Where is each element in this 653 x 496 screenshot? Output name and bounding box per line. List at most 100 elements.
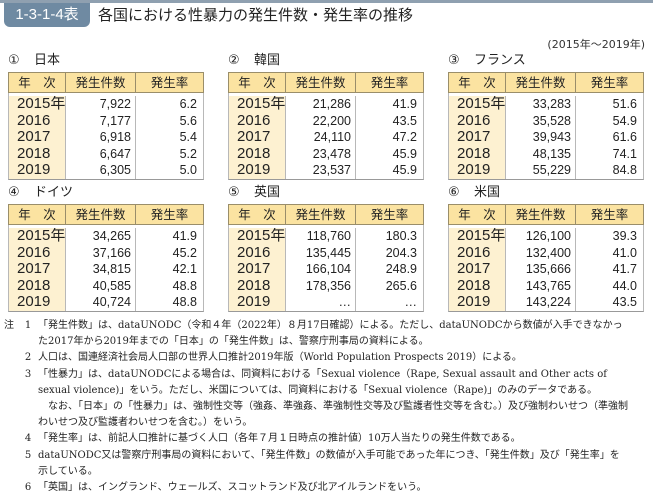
rate-cell: 74.1 — [575, 145, 643, 162]
note-text: た2017年から2019年までの「日本」の「発生件数」は、警察庁刑事局の資料によ… — [38, 336, 429, 348]
count-cell: 23,478 — [285, 145, 355, 162]
table-row: 2018 6,647 5.2 — [9, 145, 203, 162]
rate-cell: 43.5 — [575, 294, 643, 311]
country-heading: ⑥ 米国 — [448, 184, 500, 202]
count-cell: 7,922 — [65, 96, 135, 113]
table-row: 2015年 118,760 180.3 — [229, 228, 423, 245]
rate-cell: 5.2 — [135, 145, 203, 162]
top-rule — [0, 0, 653, 3]
rate-cell: 5.4 — [135, 129, 203, 146]
table-row: 2016 35,528 54.9 — [449, 112, 643, 129]
table-row: 2017 135,666 41.7 — [449, 261, 643, 278]
rate-cell: … — [355, 294, 423, 311]
rate-cell: 41.0 — [575, 244, 643, 261]
table-row: 2016 135,445 204.3 — [229, 244, 423, 261]
count-cell: 40,585 — [65, 277, 135, 294]
note-text: sexual violence)」をいう。ただし、米国については、同資料における… — [38, 384, 598, 396]
note-text: 「発生件数」は、dataUNODC（令和４年（2022年）８月17日確認）による… — [38, 320, 623, 331]
count-cell: 126,100 — [505, 228, 575, 245]
count-cell: … — [285, 294, 355, 311]
rate-cell: 45.2 — [135, 244, 203, 261]
notes-label — [4, 431, 18, 447]
note-number: 1 — [24, 320, 32, 331]
header-count: 発生件数 — [285, 205, 355, 224]
note-3: 3 「性暴力」は、dataUNODCによる場合は、同資料における「Sexual v… — [4, 367, 649, 383]
year-cell: 2016 — [229, 244, 285, 261]
header-count: 発生件数 — [505, 73, 575, 92]
table-body: 2015年 21,286 41.9 2016 22,200 43.5 2017 24,110 4… — [228, 93, 424, 180]
header-count: 発生件数 — [505, 205, 575, 224]
count-cell: 135,445 — [285, 244, 355, 261]
count-cell: 118,760 — [285, 228, 355, 245]
count-cell: 21,286 — [285, 96, 355, 113]
count-cell: 34,265 — [65, 228, 135, 245]
note-number: 5 — [24, 449, 32, 461]
table-row: 2015年 33,283 51.6 — [449, 96, 643, 113]
table-body: 2015年 126,100 39.3 2016 132,400 41.0 2017 135,6… — [448, 225, 644, 312]
year-cell: 2019 — [449, 294, 505, 311]
table-header-row: 年 次発生件数 発生率 — [448, 204, 644, 225]
year-cell: 2018 — [229, 277, 285, 294]
year-cell: 2016 — [9, 244, 65, 261]
rate-cell: 54.9 — [575, 112, 643, 129]
header-rate: 発生率 — [135, 73, 203, 92]
country-table: 年 次発生件数 発生率 2015年 126,100 39.3 2016 132,400 41.… — [448, 204, 644, 312]
note-6: 6 「英国」は、イングランド、ウェールズ、スコットランド及び北アイルランドをいう。 — [4, 480, 649, 496]
table-number-badge: 1-3-1-4表 — [4, 3, 90, 27]
note-4: 4 「発生率」は、前記人口推計に基づく人口（各年７月１日時点の推計値）10万人当た… — [4, 431, 649, 447]
table-row: 2017 6,918 5.4 — [9, 129, 203, 146]
panel-number: ⑤ — [228, 185, 240, 200]
country-heading: ③ フランス — [448, 52, 526, 70]
rate-cell: 45.9 — [355, 162, 423, 179]
header-count: 発生件数 — [65, 73, 135, 92]
count-cell: 6,647 — [65, 145, 135, 162]
table-row: 2019…… — [229, 294, 423, 311]
note-number: 2 — [24, 352, 32, 364]
year-cell: 2015年 — [229, 228, 285, 245]
note-number: 4 — [24, 433, 32, 445]
count-cell: 6,918 — [65, 129, 135, 146]
note-number: 3 — [24, 368, 32, 380]
note-text: 「性暴力」は、dataUNODCによる場合は、同資料における「Sexual vi… — [38, 368, 607, 380]
rate-cell: 48.8 — [135, 294, 203, 311]
count-cell: 35,528 — [505, 112, 575, 129]
country-table: 年 次発生件数 発生率 2015年 34,265 41.9 2016 37,166 45.2 2… — [8, 204, 204, 312]
count-cell: 178,356 — [285, 277, 355, 294]
year-cell: 2016 — [449, 244, 505, 261]
notes-label — [4, 350, 18, 366]
header-count: 発生件数 — [285, 73, 355, 92]
note-5: 5 dataUNODC又は警察庁刑事局の資料において、「発生件数」の数値が入手可能… — [4, 448, 649, 464]
rate-cell: 6.2 — [135, 96, 203, 113]
rate-cell: 51.6 — [575, 96, 643, 113]
year-cell: 2018 — [449, 277, 505, 294]
table-row: 2019 40,724 48.8 — [9, 294, 203, 311]
table-body: 2015年 34,265 41.9 2016 37,166 45.2 2017 34,815 4… — [8, 225, 204, 312]
table-row: 2016 22,200 43.5 — [229, 112, 423, 129]
notes-label: 注 — [4, 320, 14, 331]
year-cell: 2017 — [449, 261, 505, 278]
table-header-row: 年 次発生件数 発生率 — [8, 204, 204, 225]
rate-cell: 39.3 — [575, 228, 643, 245]
country-name: 英国 — [254, 185, 281, 200]
count-cell: 39,943 — [505, 129, 575, 146]
year-cell: 2019 — [229, 294, 285, 311]
notes-label — [4, 367, 18, 383]
year-cell: 2015年 — [9, 96, 65, 113]
rate-cell: 204.3 — [355, 244, 423, 261]
rate-cell: 41.7 — [575, 261, 643, 278]
country-name: 米国 — [474, 185, 501, 200]
table-row: 2015年 34,265 41.9 — [9, 228, 203, 245]
table-row: 2018 48,135 74.1 — [449, 145, 643, 162]
country-table: 年 次発生件数 発生率 2015年 21,286 41.9 2016 22,200 43.5 2… — [228, 72, 424, 180]
year-cell: 2019 — [229, 162, 285, 179]
country-heading: ② 韓国 — [228, 52, 280, 70]
count-cell: 40,724 — [65, 294, 135, 311]
rate-cell: 48.8 — [135, 277, 203, 294]
count-cell: 132,400 — [505, 244, 575, 261]
table-row: 2019 6,305 5.0 — [9, 162, 203, 179]
year-cell: 2016 — [229, 112, 285, 129]
table-header-row: 年 次発生件数 発生率 — [448, 72, 644, 93]
table-row: 2018 23,478 45.9 — [229, 145, 423, 162]
table-row: 2017 39,943 61.6 — [449, 129, 643, 146]
panel-number: ① — [8, 53, 20, 68]
